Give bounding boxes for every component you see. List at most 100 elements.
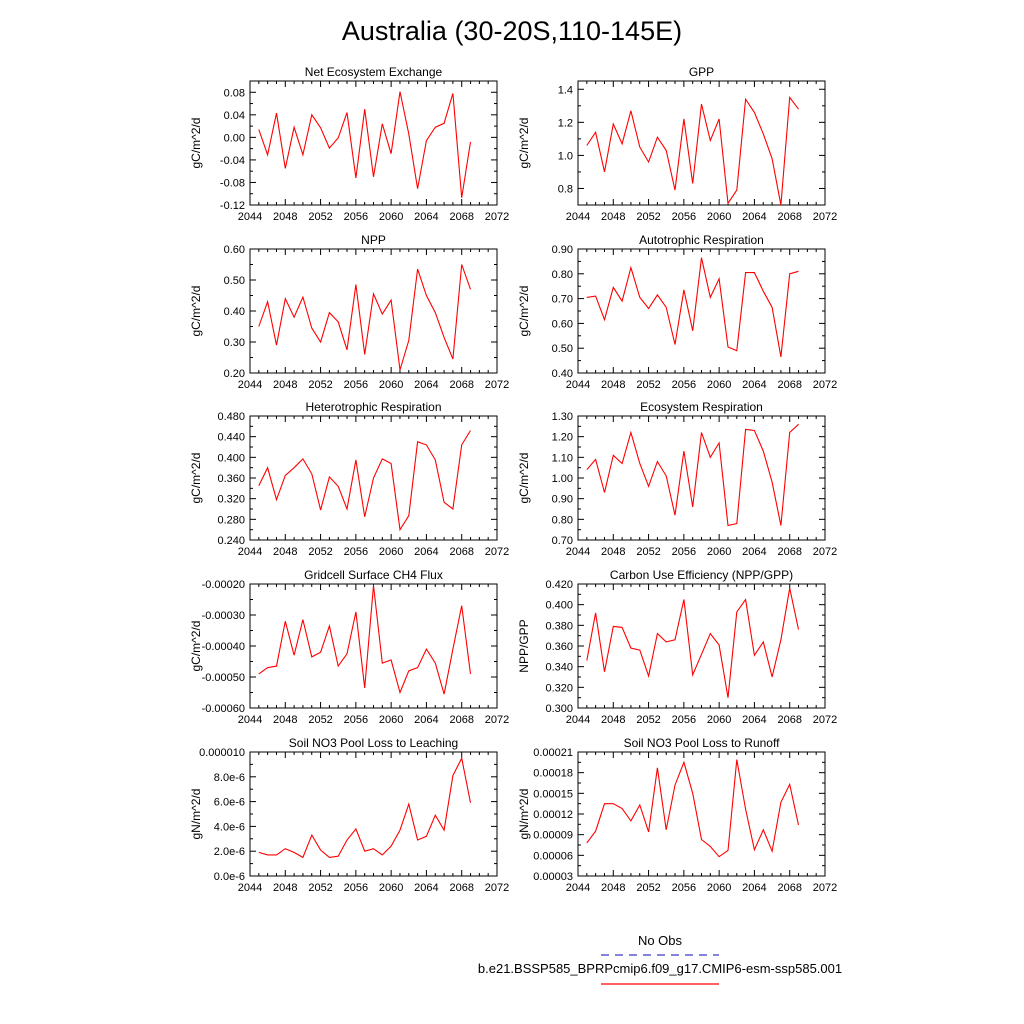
x-tick-label: 2048	[601, 546, 625, 558]
x-tick-label: 2068	[777, 379, 801, 391]
y-tick-label: 0.50	[224, 275, 245, 287]
y-tick-label: 0.340	[545, 662, 573, 674]
y-tick-label: 8.0e-6	[214, 772, 245, 784]
x-tick-label: 2068	[777, 546, 801, 558]
x-tick-label: 2056	[672, 546, 696, 558]
chart-panels: Net Ecosystem Exchange gC/m^2/d 2044 2048 20…	[189, 65, 837, 894]
plot-frame	[249, 751, 498, 877]
x-tick-label: 2044	[566, 379, 590, 391]
y-tick-label: 0.440	[217, 432, 245, 444]
x-tick-label: 2068	[449, 714, 473, 726]
x-tick-label: 2056	[672, 211, 696, 223]
plot-frame	[577, 583, 826, 709]
y-axis-label: NPP/GPP	[517, 619, 531, 672]
y-axis-label: gC/m^2/d	[189, 118, 203, 169]
y-tick-label: 0.8	[558, 183, 573, 195]
series-line	[586, 759, 800, 858]
x-tick-label: 2064	[414, 882, 438, 894]
chart-panel-2: GPP gC/m^2/d 2044 2048 2052 2056 2060 2064 2068 2…	[517, 65, 837, 223]
y-tick-label: 0.80	[552, 514, 573, 526]
y-tick-label: -0.00030	[202, 610, 245, 622]
y-tick-label: 1.4	[558, 84, 573, 96]
y-tick-label: 0.04	[224, 110, 245, 122]
y-tick-label: -0.04	[220, 155, 245, 167]
series-line	[586, 96, 799, 206]
x-tick-label: 2056	[672, 714, 696, 726]
y-tick-label: 0.300	[545, 703, 573, 715]
x-tick-label: 2072	[813, 211, 837, 223]
y-tick-label: 1.0	[558, 150, 573, 162]
chart-panel-1: Net Ecosystem Exchange gC/m^2/d 2044 2048 20…	[189, 65, 509, 223]
x-tick-label: 2044	[238, 882, 262, 894]
y-tick-label: 0.40	[224, 306, 245, 318]
y-tick-label: 0.70	[552, 535, 573, 547]
y-tick-label: 1.20	[552, 432, 573, 444]
panel-title: Carbon Use Efficiency (NPP/GPP)	[610, 568, 793, 582]
y-tick-label: 0.00003	[533, 871, 573, 883]
series-line	[586, 587, 800, 698]
legend: No Obs b.e21.BSSP585_BPRPcmip6.f09_g17.C…	[478, 933, 842, 985]
y-tick-label: 1.2	[558, 117, 573, 129]
legend-model-label: b.e21.BSSP585_BPRPcmip6.f09_g17.CMIP6-es…	[478, 961, 842, 976]
y-tick-label: 0.60	[552, 318, 573, 330]
x-tick-label: 2068	[449, 379, 473, 391]
y-tick-label: 0.90	[552, 494, 573, 506]
y-tick-label: 1.10	[552, 452, 573, 464]
y-tick-label: 6.0e-6	[214, 797, 245, 809]
series-line	[258, 264, 472, 371]
x-tick-label: 2072	[813, 379, 837, 391]
x-tick-label: 2048	[273, 546, 297, 558]
x-tick-label: 2072	[813, 882, 837, 894]
x-tick-label: 2064	[414, 211, 438, 223]
y-tick-label: 0.20	[224, 368, 245, 380]
y-tick-label: 0.240	[217, 535, 245, 547]
x-tick-label: 2060	[707, 379, 731, 391]
x-tick-label: 2044	[566, 882, 590, 894]
plot-frame	[249, 248, 498, 374]
x-tick-label: 2072	[813, 714, 837, 726]
y-tick-label: 0.40	[552, 368, 573, 380]
x-tick-label: 2060	[379, 379, 403, 391]
y-tick-label: 0.30	[224, 337, 245, 349]
x-tick-label: 2072	[485, 211, 509, 223]
chart-panel-9: Soil NO3 Pool Loss to Leaching gN/m^2/d 20…	[189, 736, 509, 894]
x-tick-label: 2060	[707, 714, 731, 726]
x-tick-label: 2072	[485, 714, 509, 726]
y-tick-label: 0.360	[217, 473, 245, 485]
y-axis-label: gN/m^2/d	[189, 789, 203, 840]
y-tick-label: 1.00	[552, 473, 573, 485]
x-tick-label: 2044	[566, 546, 590, 558]
y-tick-label: 0.00018	[533, 768, 573, 780]
panel-title: NPP	[361, 233, 386, 247]
x-tick-label: 2044	[566, 211, 590, 223]
x-tick-label: 2064	[414, 546, 438, 558]
legend-obs-label: No Obs	[638, 933, 683, 948]
y-tick-label: -0.00040	[202, 641, 245, 653]
y-tick-label: 0.90	[552, 244, 573, 256]
figure-title: Australia (30-20S,110-145E)	[342, 16, 682, 46]
x-tick-label: 2048	[601, 379, 625, 391]
y-tick-label: 0.320	[217, 494, 245, 506]
x-tick-label: 2044	[238, 211, 262, 223]
x-tick-label: 2060	[379, 546, 403, 558]
x-tick-label: 2048	[273, 714, 297, 726]
x-tick-label: 2056	[344, 546, 368, 558]
y-tick-label: 0.00006	[533, 850, 573, 862]
x-tick-label: 2064	[742, 546, 766, 558]
x-tick-label: 2044	[238, 546, 262, 558]
x-tick-label: 2056	[344, 379, 368, 391]
y-tick-label: 0.000010	[199, 747, 245, 759]
y-tick-label: 4.0e-6	[214, 821, 245, 833]
chart-panel-5: Heterotrophic Respiration gC/m^2/d 2044 204…	[189, 400, 509, 558]
plot-frame	[577, 248, 826, 374]
y-tick-label: 0.00012	[533, 809, 573, 821]
y-tick-label: 0.320	[545, 682, 573, 694]
x-tick-label: 2048	[601, 211, 625, 223]
x-tick-label: 2056	[672, 882, 696, 894]
panel-title: GPP	[689, 65, 714, 79]
x-tick-label: 2068	[449, 211, 473, 223]
y-tick-label: -0.00060	[202, 703, 245, 715]
y-tick-label: 0.280	[217, 514, 245, 526]
x-tick-label: 2056	[344, 714, 368, 726]
x-tick-label: 2064	[414, 379, 438, 391]
